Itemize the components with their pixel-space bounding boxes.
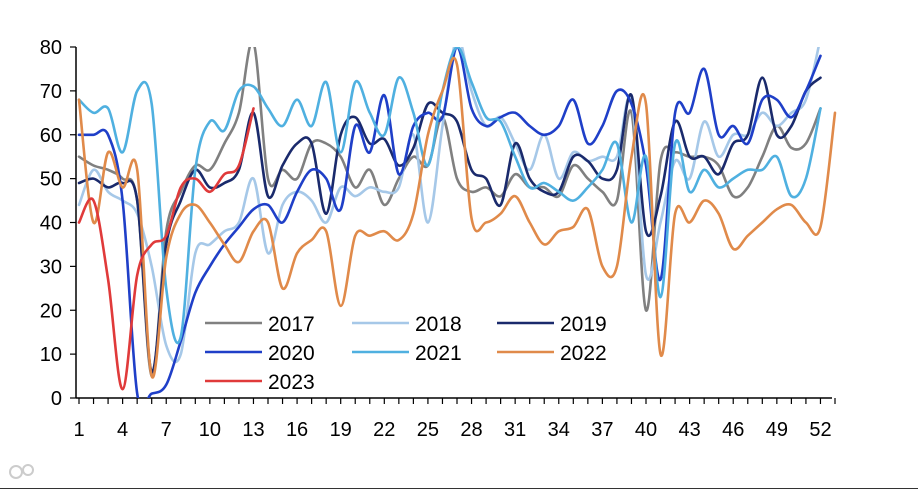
watermark-logo-icon — [9, 464, 34, 479]
x-tick-label: 34 — [548, 419, 570, 441]
series-line-2022 — [77, 56, 837, 379]
legend-label-2023: 2023 — [268, 371, 315, 394]
legend-label-2020: 2020 — [268, 342, 315, 365]
legend-label-2021: 2021 — [415, 342, 462, 365]
legend-label-2018: 2018 — [415, 313, 462, 336]
legend-label-2017: 2017 — [268, 313, 315, 336]
x-tick-label: 7 — [161, 419, 172, 441]
tick-labels: 0 10 20 30 40 50 60 70 80 1 4 7 10 13 16 19 22 25 28 31 34 37… — [40, 37, 832, 441]
series-lines — [77, 47, 837, 398]
axes — [70, 46, 836, 404]
x-tick-label: 1 — [73, 419, 84, 441]
x-tick-label: 28 — [460, 419, 482, 441]
x-tick-label: 43 — [678, 419, 700, 441]
x-tick-label: 52 — [809, 419, 831, 441]
y-tick-label: 60 — [40, 125, 62, 147]
x-tick-label: 31 — [504, 419, 526, 441]
y-tick-label: 10 — [40, 344, 62, 366]
x-tick-label: 13 — [242, 419, 264, 441]
x-tick-label: 22 — [373, 419, 395, 441]
x-tick-label: 40 — [635, 419, 657, 441]
x-tick-label: 10 — [199, 419, 221, 441]
series-line-2020 — [77, 47, 822, 398]
legend-label-2022: 2022 — [560, 342, 607, 365]
x-tick-label: 16 — [286, 419, 308, 441]
watermark — [8, 462, 42, 482]
series-line-2023 — [77, 107, 255, 391]
y-tick-label: 80 — [40, 37, 62, 59]
y-tick-label: 70 — [40, 81, 62, 103]
y-tick-label: 50 — [40, 169, 62, 191]
y-tick-label: 30 — [40, 256, 62, 278]
x-tick-label: 19 — [330, 419, 352, 441]
x-tick-label: 25 — [417, 419, 439, 441]
y-tick-label: 0 — [51, 388, 62, 410]
legend: 2017 2018 2019 2020 2021 2022 2023 — [205, 313, 607, 394]
y-tick-label: 40 — [40, 213, 62, 235]
x-tick-label: 37 — [591, 419, 613, 441]
bottom-divider — [0, 488, 918, 489]
x-tick-label: 49 — [766, 419, 788, 441]
legend-label-2019: 2019 — [560, 313, 607, 336]
x-tick-label: 4 — [117, 419, 128, 441]
x-tick-label: 46 — [722, 419, 744, 441]
y-tick-label: 20 — [40, 300, 62, 322]
